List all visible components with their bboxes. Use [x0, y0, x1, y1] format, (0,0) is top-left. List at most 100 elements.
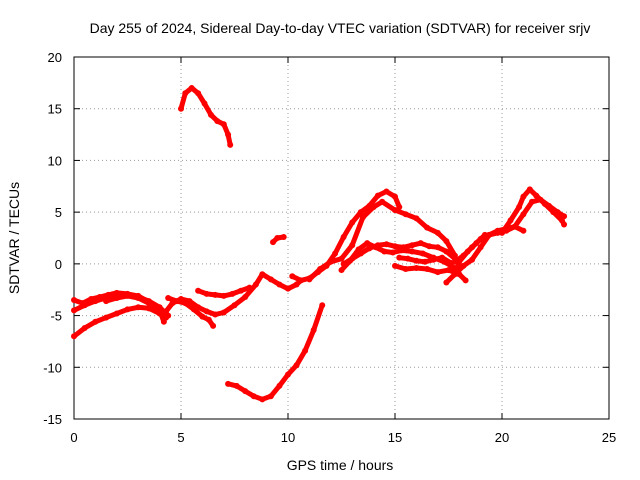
data-point — [477, 244, 484, 251]
data-point — [389, 249, 396, 256]
data-point — [103, 298, 110, 305]
data-point — [499, 229, 505, 236]
series-arc-20 — [456, 232, 488, 265]
data-point — [293, 281, 300, 288]
y-tick-label: 20 — [48, 50, 62, 65]
data-point — [550, 209, 557, 216]
data-point — [374, 192, 381, 199]
data-point — [237, 287, 244, 294]
data-point — [233, 382, 240, 389]
data-point — [81, 302, 88, 309]
data-point — [402, 211, 409, 218]
data-point — [229, 290, 236, 297]
data-point — [242, 388, 249, 395]
data-point — [195, 287, 202, 294]
data-point — [404, 255, 411, 262]
data-point — [383, 241, 390, 248]
data-point — [214, 118, 221, 125]
data-point — [267, 276, 274, 283]
data-point — [561, 221, 568, 228]
data-point — [520, 211, 527, 218]
plot-frame — [73, 56, 610, 420]
data-point — [469, 256, 476, 263]
data-point — [231, 302, 238, 309]
series-arc-1 — [71, 304, 169, 339]
y-tick-label: 10 — [48, 153, 62, 168]
data-point — [227, 141, 234, 148]
data-point — [392, 243, 398, 250]
data-point — [163, 308, 170, 315]
data-point — [319, 302, 326, 309]
data-point — [203, 308, 210, 315]
data-point — [426, 243, 433, 250]
data-point — [434, 269, 441, 276]
data-point — [270, 239, 277, 246]
data-point — [383, 188, 390, 195]
data-point — [473, 240, 480, 247]
x-tick-label: 10 — [281, 430, 295, 445]
data-point — [225, 131, 232, 138]
data-point — [355, 246, 362, 253]
data-point — [71, 297, 77, 304]
data-point — [381, 248, 388, 255]
data-point — [417, 240, 424, 247]
data-point — [507, 217, 514, 224]
data-point — [456, 258, 463, 265]
data-point — [413, 215, 420, 222]
data-point — [199, 313, 206, 320]
data-point — [285, 285, 291, 292]
data-point — [297, 277, 304, 284]
data-point — [419, 250, 426, 257]
data-point — [182, 300, 189, 307]
data-point — [280, 233, 287, 240]
x-axis-label: GPS time / hours — [287, 457, 394, 473]
data-point — [481, 231, 488, 238]
grid-lines — [74, 57, 609, 419]
data-point — [220, 121, 227, 128]
data-point — [276, 281, 283, 288]
data-point — [220, 292, 227, 299]
data-point — [135, 304, 142, 311]
data-point — [379, 198, 386, 205]
data-point — [424, 266, 431, 273]
data-point — [516, 203, 523, 210]
data-point — [220, 309, 227, 316]
data-point — [259, 271, 266, 278]
data-point — [289, 273, 296, 280]
y-tick-label: -5 — [50, 309, 62, 324]
data-point — [398, 247, 405, 254]
data-point — [445, 267, 452, 274]
data-point — [156, 307, 163, 314]
data-point — [165, 294, 172, 301]
data-point — [338, 255, 345, 262]
data-point — [160, 318, 167, 325]
series-arc-12 — [306, 199, 458, 282]
data-point — [203, 290, 210, 297]
data-point — [103, 314, 110, 321]
data-point — [443, 238, 450, 245]
data-point — [81, 324, 88, 331]
data-point — [528, 198, 535, 205]
data-point — [207, 111, 214, 118]
data-point — [71, 307, 77, 314]
data-point — [392, 193, 398, 200]
data-point — [212, 291, 219, 298]
data-point — [409, 248, 416, 255]
data-point — [302, 347, 309, 354]
y-axis-label: SDTVAR / TECUs — [6, 182, 22, 294]
data-point — [210, 322, 217, 329]
data-point — [402, 266, 409, 273]
data-point — [124, 292, 131, 299]
data-point — [443, 279, 450, 286]
data-point — [520, 193, 527, 200]
data-point — [424, 224, 431, 231]
data-point — [274, 235, 281, 241]
data-point — [252, 281, 259, 288]
data-point — [250, 393, 257, 400]
data-point — [396, 203, 403, 210]
data-point — [317, 266, 324, 273]
data-point — [349, 242, 356, 249]
y-tick-label: -15 — [43, 412, 62, 427]
data-point — [533, 192, 540, 199]
